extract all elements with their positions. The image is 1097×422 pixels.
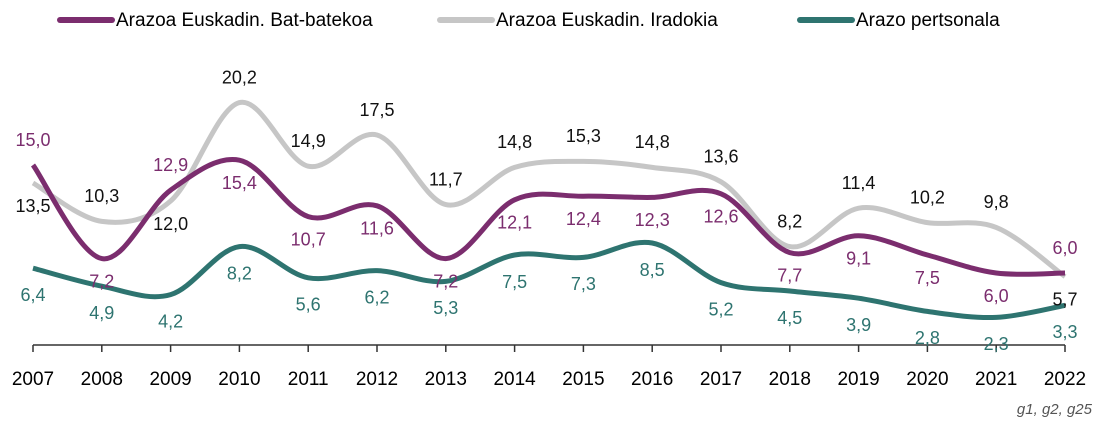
data-label: 4,9 <box>89 303 114 323</box>
data-label: 11,4 <box>842 173 876 193</box>
legend-label: Arazo pertsonala <box>856 10 1000 31</box>
series-line <box>32 239 1066 321</box>
data-label: 7,3 <box>571 274 596 294</box>
data-label: 4,2 <box>158 311 183 331</box>
data-label: 2,8 <box>915 328 940 348</box>
data-label: 12,6 <box>703 207 738 227</box>
data-label: 7,2 <box>89 271 114 291</box>
data-label: 13,6 <box>703 147 738 167</box>
data-label: 5,6 <box>296 295 321 315</box>
data-label: 6,4 <box>20 285 45 305</box>
x-tick-label: 2018 <box>769 369 811 390</box>
series-line <box>30 157 1066 277</box>
x-tick-label: 2015 <box>562 369 604 390</box>
data-label: 10,7 <box>291 229 326 249</box>
data-label: 4,5 <box>777 308 802 328</box>
x-tick-label: 2013 <box>425 369 467 390</box>
data-label: 5,2 <box>708 299 733 319</box>
data-label: 12,4 <box>566 209 601 229</box>
data-label: 3,3 <box>1052 322 1077 342</box>
data-label: 20,2 <box>222 67 257 87</box>
legend-label: Arazoa Euskadin. Iradokia <box>496 10 718 31</box>
data-label: 12,1 <box>497 213 532 233</box>
data-label: 14,9 <box>291 131 326 151</box>
data-label: 7,5 <box>915 268 940 288</box>
x-tick-label: 2010 <box>218 369 260 390</box>
data-label: 12,3 <box>635 210 670 230</box>
data-label: 7,7 <box>777 265 802 285</box>
data-label: 12,9 <box>153 155 188 175</box>
x-tick-label: 2012 <box>356 369 398 390</box>
x-tick-label: 2009 <box>149 369 191 390</box>
legend-label: Arazoa Euskadin. Bat-batekoa <box>116 10 373 31</box>
data-label: 12,0 <box>153 214 188 234</box>
data-label: 5,7 <box>1052 289 1077 309</box>
data-label: 15,3 <box>566 126 601 146</box>
data-label: 6,2 <box>364 287 389 307</box>
data-label: 10,2 <box>910 187 945 207</box>
x-tick-label: 2021 <box>975 369 1017 390</box>
data-label: 17,5 <box>359 100 394 120</box>
data-label: 8,2 <box>777 211 802 231</box>
data-label: 3,9 <box>846 315 871 335</box>
x-tick-label: 2022 <box>1044 369 1086 390</box>
data-label: 6,0 <box>984 286 1009 306</box>
data-label: 6,0 <box>1052 238 1077 258</box>
data-label: 5,3 <box>433 298 458 318</box>
data-label: 10,3 <box>84 186 119 206</box>
data-label: 8,5 <box>640 260 665 280</box>
data-label: 7,2 <box>433 271 458 291</box>
data-label: 2,3 <box>984 334 1009 354</box>
x-tick-label: 2007 <box>12 369 54 390</box>
x-tick-label: 2008 <box>81 369 123 390</box>
x-tick-label: 2016 <box>631 369 673 390</box>
data-label: 14,8 <box>497 132 532 152</box>
data-label: 14,8 <box>635 132 670 152</box>
data-label: 15,4 <box>222 173 257 193</box>
data-label: 11,6 <box>360 219 394 239</box>
data-label: 9,8 <box>984 192 1009 212</box>
x-tick-label: 2019 <box>837 369 879 390</box>
data-label: 13,5 <box>15 196 50 216</box>
series-line <box>31 100 1067 279</box>
source-note: g1, g2, g25 <box>1017 401 1093 418</box>
data-label: 8,2 <box>227 263 252 283</box>
data-label: 15,0 <box>15 130 50 150</box>
data-label: 11,7 <box>429 169 463 189</box>
data-label: 7,5 <box>502 272 527 292</box>
x-tick-label: 2011 <box>288 369 329 390</box>
x-tick-label: 2017 <box>700 369 742 390</box>
x-tick-label: 2020 <box>906 369 948 390</box>
x-tick-label: 2014 <box>493 369 536 390</box>
data-label: 9,1 <box>846 249 871 269</box>
